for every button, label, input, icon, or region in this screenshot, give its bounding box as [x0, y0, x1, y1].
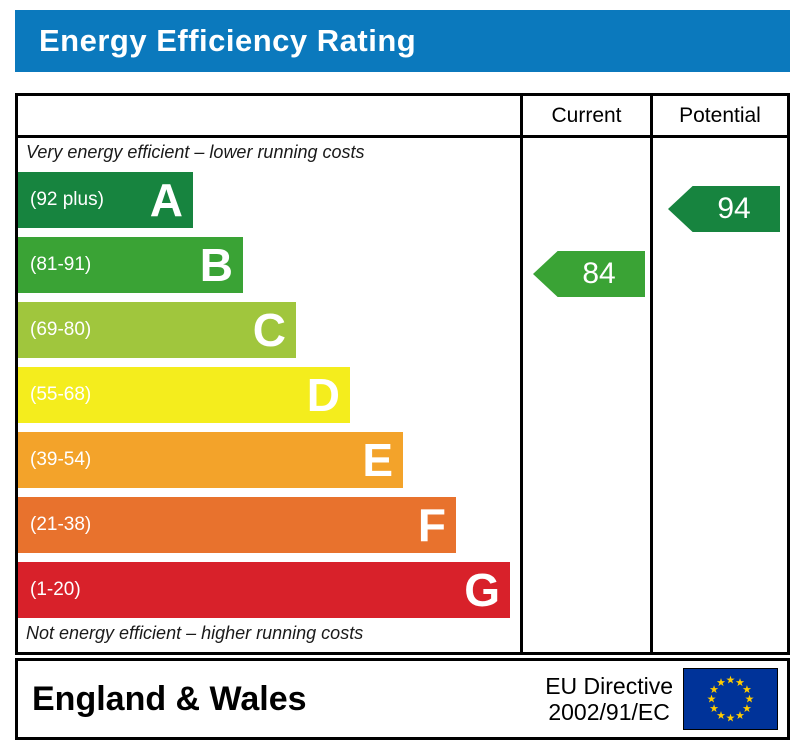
- top-caption: Very energy efficient – lower running co…: [26, 142, 365, 162]
- region-label: England & Wales: [32, 679, 307, 718]
- current-column-header: Current: [551, 103, 622, 127]
- title-bar: Energy Efficiency Rating: [15, 10, 790, 72]
- band-row-E: (39-54) E: [18, 432, 403, 488]
- bands-container: (92 plus) A (81-91) B (69-80) C (55-68) D (39-54…: [18, 172, 520, 627]
- band-letter: G: [464, 564, 500, 616]
- eu-directive-label: EU Directive 2002/91/EC: [545, 673, 673, 726]
- band-range-label: (39-54): [30, 449, 92, 470]
- column-divider-potential: [650, 96, 653, 652]
- band-letter: A: [149, 174, 183, 226]
- band-row-D: (55-68) D: [18, 367, 350, 423]
- band-range-label: (1-20): [30, 579, 81, 600]
- band-range-label: (81-91): [30, 254, 92, 275]
- potential-rating-arrow: 94: [668, 186, 780, 232]
- rating-table: Current Potential Very energy efficient …: [15, 93, 790, 655]
- column-divider-current: [520, 96, 523, 652]
- band-letter: C: [252, 304, 286, 356]
- header-row-divider: [18, 135, 787, 138]
- band-range-label: (69-80): [30, 319, 92, 340]
- band-letter: D: [306, 369, 340, 421]
- band-row-F: (21-38) F: [18, 497, 456, 553]
- band-row-A: (92 plus) A: [18, 172, 193, 228]
- band-row-G: (1-20) G: [18, 562, 510, 618]
- band-letter: F: [417, 499, 446, 551]
- band-letter: E: [362, 434, 393, 486]
- page-title: Energy Efficiency Rating: [39, 23, 417, 58]
- footer: England & Wales EU Directive 2002/91/EC: [15, 658, 790, 740]
- band-row-C: (69-80) C: [18, 302, 296, 358]
- eu-directive-line1: EU Directive: [545, 672, 673, 699]
- eu-directive-line2: 2002/91/EC: [548, 699, 670, 725]
- potential-column-header: Potential: [679, 103, 761, 127]
- band-letter: B: [199, 239, 233, 291]
- bottom-caption: Not energy efficient – higher running co…: [26, 623, 364, 643]
- eu-flag-icon: [683, 668, 778, 730]
- band-range-label: (92 plus): [30, 189, 104, 210]
- band-row-B: (81-91) B: [18, 237, 243, 293]
- current-rating-arrow: 84: [533, 251, 645, 297]
- band-range-label: (21-38): [30, 514, 92, 535]
- band-range-label: (55-68): [30, 384, 92, 405]
